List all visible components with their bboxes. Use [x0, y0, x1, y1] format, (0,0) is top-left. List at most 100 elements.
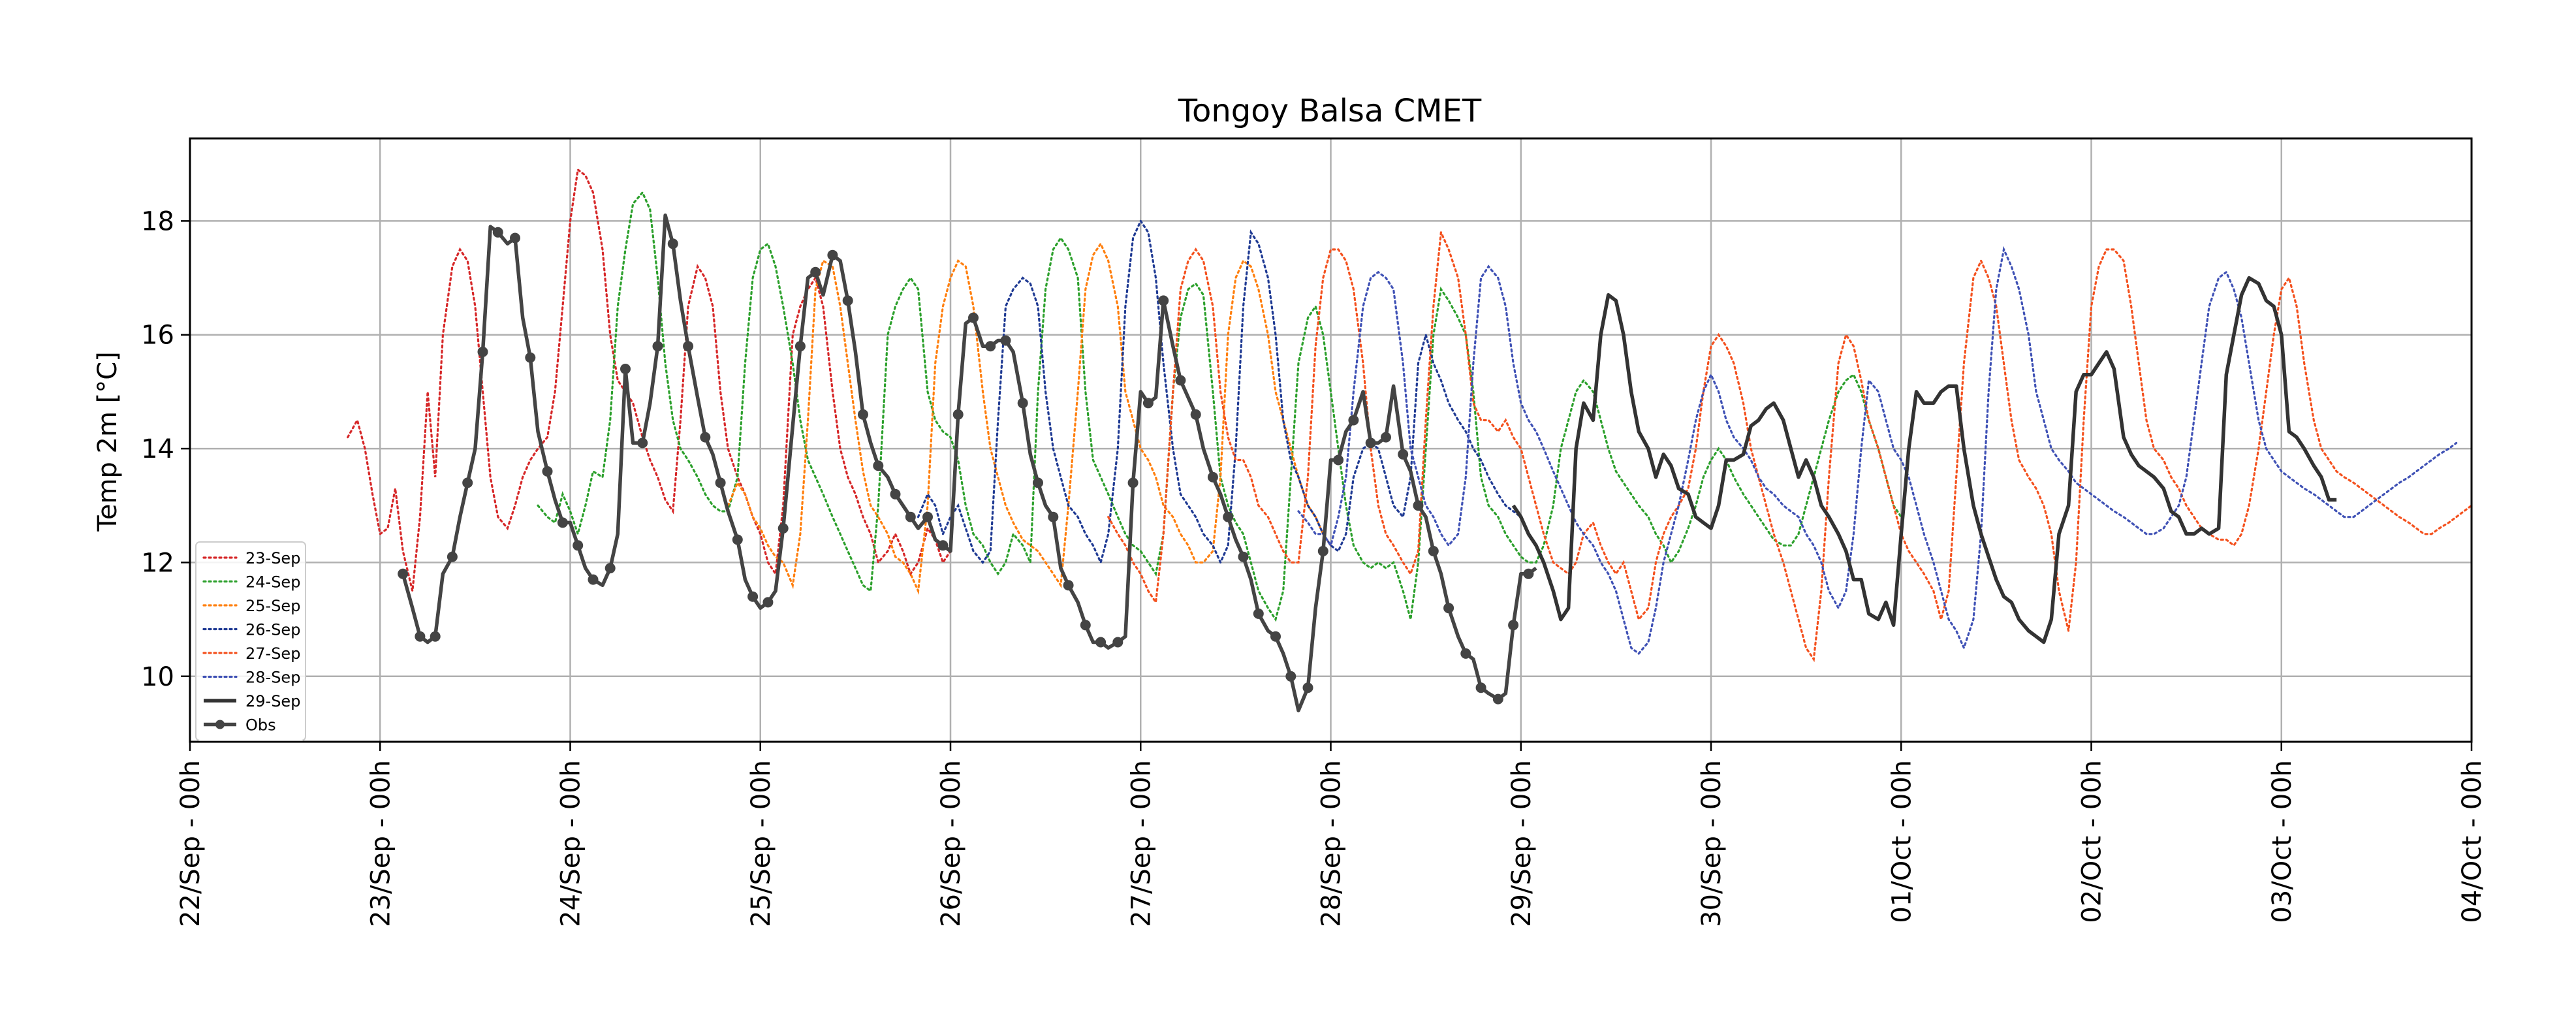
obs-point: [873, 460, 884, 471]
x-tick-label: 01/Oct - 00h: [1887, 760, 1917, 923]
obs-point: [1413, 500, 1424, 511]
legend-box: [195, 541, 306, 741]
obs-point: [985, 341, 996, 352]
x-tick-label: 30/Sep - 00h: [1697, 760, 1727, 927]
obs-point: [1207, 471, 1218, 483]
series-line-26-sep: [917, 219, 1522, 566]
obs-point: [430, 631, 441, 642]
obs-point: [620, 364, 631, 374]
legend-label: 23-Sep: [245, 549, 300, 567]
plot-area: [347, 167, 2472, 712]
y-tick-label: 18: [141, 206, 174, 236]
obs-point: [747, 591, 759, 602]
legend-entry-obs: Obs: [204, 716, 276, 735]
obs-point: [778, 523, 789, 534]
obs-point: [1253, 608, 1264, 619]
obs-point: [1095, 637, 1107, 648]
obs-point: [700, 432, 711, 443]
obs-point: [715, 477, 726, 488]
obs-point: [1000, 335, 1011, 346]
legend-label: Obs: [245, 716, 276, 735]
obs-point: [1048, 511, 1059, 522]
obs-point: [952, 409, 964, 420]
obs-point: [1381, 432, 1391, 443]
series-line-27-sep: [1107, 228, 2472, 663]
obs-point: [525, 352, 536, 363]
obs-point: [1302, 682, 1313, 693]
obs-point: [1127, 477, 1139, 488]
obs-point: [1492, 693, 1503, 705]
obs-point: [492, 227, 503, 238]
obs-point: [1428, 546, 1439, 556]
obs-point: [573, 540, 584, 551]
obs-point: [637, 437, 648, 449]
obs-point: [1443, 603, 1454, 614]
obs-point: [810, 266, 821, 278]
y-tick-label: 16: [141, 321, 174, 351]
obs-point: [1285, 671, 1296, 682]
legend-entry-25-sep: 25-Sep: [202, 597, 300, 615]
obs-point: [398, 568, 409, 579]
legend-label: 28-Sep: [245, 669, 300, 687]
obs-point: [937, 540, 949, 551]
x-tick-label: 22/Sep - 00h: [176, 760, 206, 927]
obs-point: [1158, 295, 1169, 306]
legend-label: 29-Sep: [245, 692, 300, 710]
obs-point: [762, 597, 774, 608]
x-tick-label: 04/Oct - 00h: [2457, 760, 2487, 923]
obs-point: [1270, 631, 1281, 642]
obs-point: [1523, 568, 1534, 579]
y-axis-label: Temp 2m [°C]: [93, 351, 123, 532]
obs-point: [1317, 546, 1328, 556]
series-line-23-sep: [347, 167, 952, 592]
plot-series: [347, 167, 2472, 712]
obs-point: [652, 341, 663, 352]
legend-entry-26-sep: 26-Sep: [202, 621, 300, 639]
series-line-28-sep: [1297, 246, 2458, 656]
legend-entry-24-sep: 24-Sep: [202, 573, 300, 592]
obs-point: [462, 477, 473, 488]
x-tick-label: 24/Sep - 00h: [556, 760, 586, 927]
x-tick-label: 26/Sep - 00h: [936, 760, 966, 927]
legend-entry-29-sep: 29-Sep: [204, 692, 300, 710]
obs-point: [905, 511, 916, 522]
obs-point: [1460, 648, 1471, 659]
obs-point: [1017, 398, 1028, 409]
obs-point: [477, 346, 488, 357]
obs-point: [1348, 415, 1359, 426]
obs-point: [1142, 398, 1154, 409]
x-tick-label: 25/Sep - 00h: [746, 760, 776, 927]
obs-point: [510, 232, 520, 244]
x-tick-label: 02/Oct - 00h: [2077, 760, 2107, 923]
obs-point: [1333, 454, 1344, 466]
obs-point: [794, 341, 806, 352]
obs-point: [588, 574, 599, 585]
axis-ticks: 22/Sep - 00h 23/Sep - 00h 24/Sep - 00h 25/S…: [141, 206, 2487, 927]
legend-label: 27-Sep: [245, 644, 300, 663]
legend-label: 26-Sep: [245, 621, 300, 639]
y-tick-label: 12: [141, 548, 174, 578]
legend-entry-28-sep: 28-Sep: [202, 669, 300, 687]
obs-point: [1475, 682, 1486, 693]
obs-point: [1365, 437, 1376, 449]
obs-point: [968, 312, 979, 323]
obs-point: [1112, 637, 1123, 648]
legend-label: 24-Sep: [245, 573, 300, 592]
legend: 23-Sep 24-Sep 25-Sep 26-Sep 27-Sep 28-Sep 29-S…: [195, 541, 306, 741]
obs-point: [542, 466, 553, 477]
x-tick-label: 29/Sep - 00h: [1507, 760, 1537, 927]
obs-point: [922, 511, 933, 522]
obs-point: [732, 534, 743, 545]
legend-entry-27-sep: 27-Sep: [202, 644, 300, 663]
y-tick-label: 14: [141, 434, 174, 464]
x-tick-label: 23/Sep - 00h: [366, 760, 396, 927]
obs-point: [683, 341, 694, 352]
obs-point: [1238, 551, 1249, 562]
obs-point: [1175, 375, 1186, 386]
obs-point: [1398, 449, 1409, 460]
legend-label: 25-Sep: [245, 597, 300, 615]
legend-marker: [215, 720, 225, 729]
legend-entry-23-sep: 23-Sep: [202, 549, 300, 567]
obs-point: [415, 631, 426, 642]
